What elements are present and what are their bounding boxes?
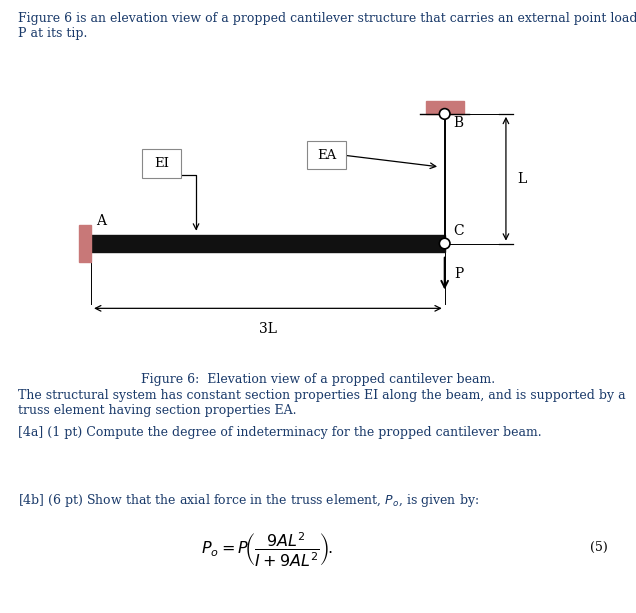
Bar bbox=[80, 225, 91, 262]
Circle shape bbox=[439, 109, 450, 119]
Text: EI: EI bbox=[155, 157, 169, 170]
Text: P: P bbox=[454, 267, 464, 281]
Circle shape bbox=[439, 238, 450, 249]
Bar bbox=[426, 101, 464, 114]
Text: EA: EA bbox=[317, 149, 336, 162]
FancyBboxPatch shape bbox=[142, 150, 181, 178]
Text: Figure 6 is an elevation view of a propped cantilever structure that carries an : Figure 6 is an elevation view of a propp… bbox=[18, 12, 636, 40]
Text: [4b] (6 pt) Show that the axial force in the truss element, $P_o$, is given by:: [4b] (6 pt) Show that the axial force in… bbox=[18, 492, 479, 509]
Text: [4a] (1 pt) Compute the degree of indeterminacy for the propped cantilever beam.: [4a] (1 pt) Compute the degree of indete… bbox=[18, 426, 541, 439]
Text: B: B bbox=[453, 116, 463, 131]
Text: A: A bbox=[96, 213, 106, 227]
Bar bbox=[91, 235, 445, 253]
Text: $P_o = P\!\left(\dfrac{9AL^2}{I + 9AL^2}\right)\!.$: $P_o = P\!\left(\dfrac{9AL^2}{I + 9AL^2}… bbox=[202, 530, 333, 569]
Text: (5): (5) bbox=[590, 541, 607, 554]
Text: L: L bbox=[518, 172, 527, 186]
Text: Figure 6:  Elevation view of a propped cantilever beam.: Figure 6: Elevation view of a propped ca… bbox=[141, 373, 495, 386]
Text: 3L: 3L bbox=[259, 322, 277, 337]
Text: The structural system has constant section properties EI along the beam, and is : The structural system has constant secti… bbox=[18, 389, 625, 417]
Text: C: C bbox=[453, 224, 464, 238]
FancyBboxPatch shape bbox=[307, 141, 346, 169]
